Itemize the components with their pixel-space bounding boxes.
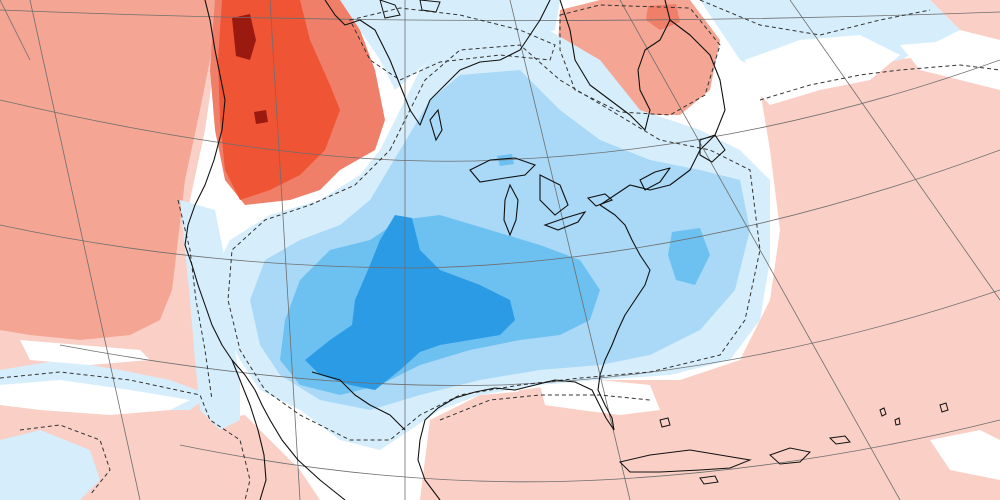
newfoundland: [699, 134, 726, 163]
canada-north-coast: [324, 0, 551, 126]
nova-scotia: [639, 167, 671, 191]
central-cool-core: [305, 215, 515, 390]
puerto-rico: [828, 435, 851, 445]
graticule-lon-7: [0, 0, 31, 61]
lake-michigan: [503, 183, 519, 237]
lake-erie: [543, 211, 587, 231]
baja-neutral: [0, 380, 190, 415]
contour-atlantic: [759, 64, 1000, 101]
hudson-warm-core: [646, 4, 680, 30]
bahamas: [659, 417, 671, 428]
atlantic-neutral: [745, 35, 900, 105]
graticule-lon-6: [789, 0, 1000, 301]
contour-east-top: [699, 0, 931, 36]
east-neutral: [900, 40, 1000, 90]
gulf-coastline: [417, 379, 615, 500]
lesser-antilles: [879, 402, 949, 426]
graticule-lat-3: [0, 149, 1000, 269]
canada-cool-light: [340, 0, 560, 90]
graticule-lon-1: [29, 0, 141, 500]
graticule-lat-2: [0, 59, 1000, 162]
atlantic-coastline: [597, 204, 651, 431]
graticule-lat-5: [179, 419, 1000, 483]
jamaica: [699, 475, 719, 485]
baja-peninsula: [231, 359, 267, 500]
lake-superior: [469, 157, 537, 183]
lake-ontario: [586, 193, 614, 207]
lake-huron: [539, 174, 569, 216]
graticule-lon-2: [269, 0, 301, 500]
us-mexico-border: [311, 371, 406, 431]
gulf-warm: [420, 390, 650, 500]
arctic-islands: [379, 0, 441, 19]
cuba: [619, 449, 752, 473]
mexico-warm: [210, 415, 320, 500]
graticule-lat-4: [59, 289, 1000, 386]
hispaniola: [769, 447, 812, 465]
graticule-lat-1: [0, 9, 1000, 21]
graticule-lon-5: [619, 0, 901, 500]
northwest-warm-peak-2: [254, 110, 268, 124]
contour-baja: [0, 371, 251, 500]
contour-canada: [349, 7, 556, 81]
northwest-warm-peak: [232, 14, 256, 60]
contour-west: [177, 199, 213, 401]
lake-winnipeg: [429, 108, 443, 142]
gulf-neutral: [540, 380, 660, 415]
pacific-coastline: [184, 0, 346, 500]
caribbean-neutral: [930, 430, 1000, 480]
graticule-lon-4: [509, 0, 631, 500]
northeast-corner-warm: [930, 0, 1000, 40]
southwest-cool-strip: [0, 430, 100, 500]
pacific-warm-medium: [0, 0, 225, 340]
coastlines: [184, 0, 949, 500]
contour-gulf: [439, 394, 651, 421]
atlantic-cool-patch: [668, 228, 710, 285]
hudson-bay-coast: [559, 0, 671, 131]
pacific-neutral-blob: [20, 340, 150, 365]
contour-hudson: [559, 4, 721, 116]
west-coast-cool-strip: [180, 200, 240, 430]
neutral-layer: [0, 35, 1000, 480]
